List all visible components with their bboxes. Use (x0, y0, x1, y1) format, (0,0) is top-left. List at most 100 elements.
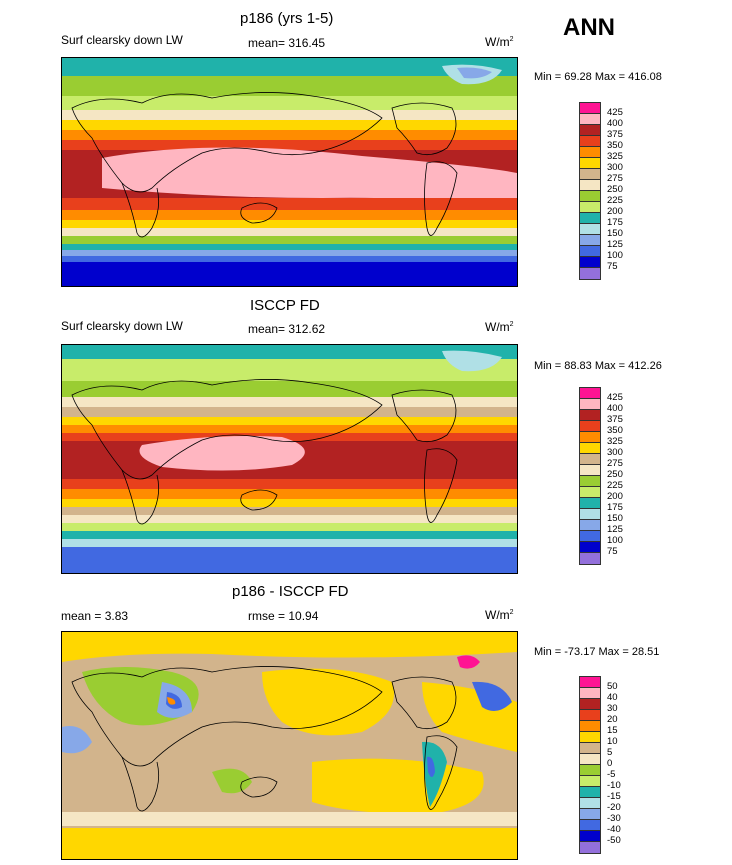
colorbar-segment (580, 410, 600, 421)
colorbar-segment (580, 246, 600, 257)
min-max-label: Min = 69.28 Max = 416.08 (534, 71, 662, 83)
contour-map (62, 345, 517, 573)
mean-label: mean= 312.62 (248, 322, 326, 336)
colorbar-tick-label: 200 (607, 491, 623, 502)
colorbar-tick-label: 150 (607, 228, 623, 239)
colorbar-tick-label: 15 (607, 725, 618, 736)
colorbar-segment (580, 798, 600, 809)
colorbar-tick-label: 325 (607, 436, 623, 447)
contour-map (62, 632, 517, 859)
colorbar-segment (580, 454, 600, 465)
colorbar-tick-label: -20 (607, 802, 621, 813)
colorbar (579, 102, 601, 280)
colorbar-segment (580, 268, 600, 279)
colorbar-segment (580, 553, 600, 564)
colorbar-tick-label: 250 (607, 469, 623, 480)
colorbar-segment (580, 180, 600, 191)
colorbar-tick-label: 350 (607, 425, 623, 436)
colorbar-tick-label: 175 (607, 502, 623, 513)
mean-label: mean= 316.45 (248, 36, 326, 50)
colorbar-tick-label: -15 (607, 791, 621, 802)
colorbar-tick-label: 150 (607, 513, 623, 524)
panel-title: p186 - ISCCP FD (232, 583, 349, 600)
colorbar-segment (580, 809, 600, 820)
colorbar-segment (580, 498, 600, 509)
colorbar-tick-label: 225 (607, 195, 623, 206)
colorbar-segment (580, 487, 600, 498)
colorbar-segment (580, 842, 600, 853)
colorbar-segment (580, 520, 600, 531)
panel-title: ISCCP FD (250, 297, 320, 314)
colorbar-segment (580, 531, 600, 542)
colorbar-tick-label: -50 (607, 835, 621, 846)
min-max-label: Min = 88.83 Max = 412.26 (534, 360, 662, 372)
colorbar-segment (580, 732, 600, 743)
colorbar-tick-label: 20 (607, 714, 618, 725)
colorbar-tick-label: 250 (607, 184, 623, 195)
colorbar-segment (580, 765, 600, 776)
units-label: W/m2 (485, 320, 514, 334)
colorbar-tick-label: 125 (607, 524, 623, 535)
variable-label: Surf clearsky down LW (61, 319, 183, 333)
colorbar-tick-label: 75 (607, 546, 618, 557)
colorbar-tick-label: 400 (607, 403, 623, 414)
colorbar-segment (580, 388, 600, 399)
colorbar-segment (580, 103, 600, 114)
colorbar-tick-label: 275 (607, 173, 623, 184)
colorbar-tick-label: 100 (607, 250, 623, 261)
colorbar-tick-label: 200 (607, 206, 623, 217)
colorbar-tick-label: 375 (607, 129, 623, 140)
colorbar-tick-label: 75 (607, 261, 618, 272)
colorbar-tick-label: 30 (607, 703, 618, 714)
colorbar-segment (580, 677, 600, 688)
colorbar-tick-label: 300 (607, 447, 623, 458)
colorbar-segment (580, 776, 600, 787)
colorbar-segment (580, 721, 600, 732)
colorbar-segment (580, 465, 600, 476)
colorbar-segment (580, 213, 600, 224)
colorbar-segment (580, 476, 600, 487)
colorbar-segment (580, 125, 600, 136)
colorbar-tick-label: 40 (607, 692, 618, 703)
colorbar-tick-label: 10 (607, 736, 618, 747)
colorbar-tick-label: 400 (607, 118, 623, 129)
units-label: W/m2 (485, 608, 514, 622)
colorbar-segment (580, 754, 600, 765)
colorbar-segment (580, 399, 600, 410)
units-label: W/m2 (485, 35, 514, 49)
colorbar-segment (580, 191, 600, 202)
colorbar-segment (580, 710, 600, 721)
colorbar-tick-label: -30 (607, 813, 621, 824)
colorbar-tick-label: 300 (607, 162, 623, 173)
rmse-label: rmse = 10.94 (248, 609, 319, 623)
colorbar-segment (580, 136, 600, 147)
colorbar-segment (580, 158, 600, 169)
colorbar-tick-label: 100 (607, 535, 623, 546)
colorbar-tick-label: 375 (607, 414, 623, 425)
colorbar-segment (580, 169, 600, 180)
colorbar-segment (580, 114, 600, 125)
colorbar-tick-label: 425 (607, 107, 623, 118)
colorbar-tick-label: 0 (607, 758, 613, 769)
season-label: ANN (563, 14, 615, 41)
colorbar-segment (580, 443, 600, 454)
colorbar-tick-label: 350 (607, 140, 623, 151)
colorbar-segment (580, 421, 600, 432)
colorbar-tick-label: 425 (607, 392, 623, 403)
mean-label: mean = 3.83 (61, 609, 129, 623)
colorbar-segment (580, 831, 600, 842)
colorbar-segment (580, 235, 600, 246)
colorbar-segment (580, 509, 600, 520)
colorbar-segment (580, 432, 600, 443)
min-max-label: Min = -73.17 Max = 28.51 (534, 646, 660, 658)
colorbar-segment (580, 743, 600, 754)
contour-map (62, 58, 517, 286)
colorbar-segment (580, 820, 600, 831)
colorbar-tick-label: 50 (607, 681, 618, 692)
colorbar-tick-label: -5 (607, 769, 616, 780)
map-model (61, 57, 518, 287)
colorbar (579, 387, 601, 565)
colorbar-segment (580, 787, 600, 798)
colorbar-segment (580, 202, 600, 213)
colorbar-segment (580, 699, 600, 710)
